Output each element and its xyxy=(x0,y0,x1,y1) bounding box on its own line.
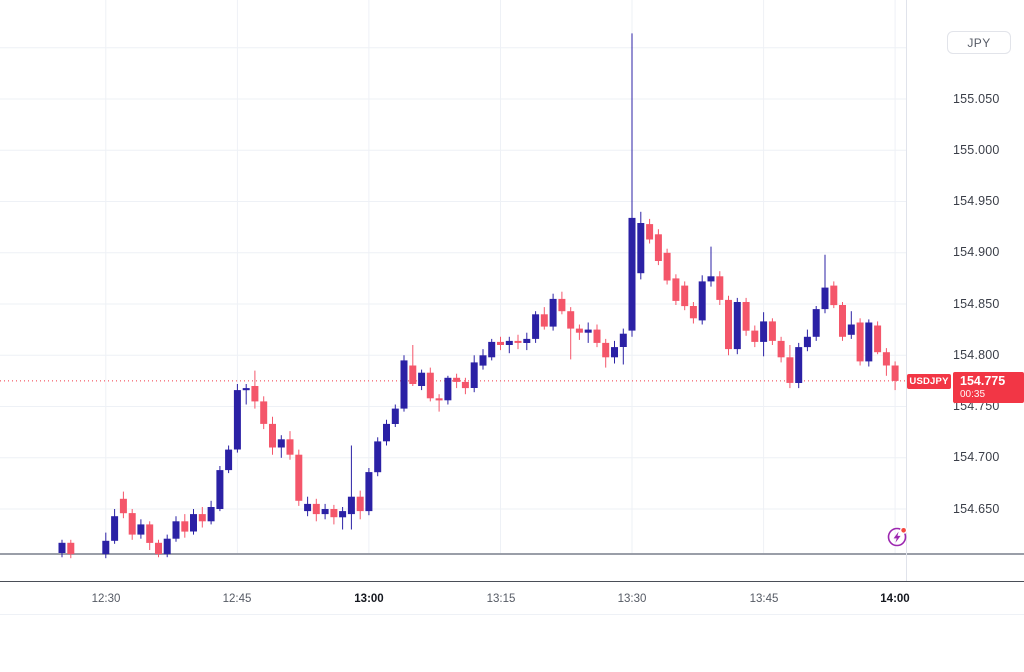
bar-countdown: 00:35 xyxy=(960,389,986,400)
current-price-badge: 154.775 00:35 xyxy=(953,372,1024,403)
currency-unit-button[interactable]: JPY xyxy=(947,31,1011,54)
time-tick-label: 12:45 xyxy=(222,593,252,605)
price-tick-label: 154.800 xyxy=(953,348,1000,362)
time-tick-label: 14:00 xyxy=(880,593,910,605)
price-tick-label: 154.700 xyxy=(953,450,1000,464)
instant-trading-icon[interactable] xyxy=(884,524,912,550)
current-price-value: 154.775 xyxy=(960,374,1006,388)
time-tick-label: 13:00 xyxy=(354,593,384,605)
price-tick-label: 154.950 xyxy=(953,194,1000,208)
time-tick-label: 13:15 xyxy=(486,593,516,605)
price-tick-label: 154.650 xyxy=(953,502,1000,516)
time-tick-label: 13:30 xyxy=(617,593,647,605)
price-tick-label: 155.050 xyxy=(953,92,1000,106)
lightning-bolt-icon xyxy=(893,531,901,543)
time-tick-label: 12:30 xyxy=(91,593,121,605)
bolt-circle xyxy=(887,527,907,547)
price-tick-label: 154.900 xyxy=(953,245,1000,259)
time-tick-label: 13:45 xyxy=(749,593,779,605)
symbol-price-label: USDJPY xyxy=(907,374,951,389)
price-tick-label: 154.850 xyxy=(953,297,1000,311)
alert-dot xyxy=(901,528,906,533)
price-tick-label: 155.000 xyxy=(953,143,1000,157)
